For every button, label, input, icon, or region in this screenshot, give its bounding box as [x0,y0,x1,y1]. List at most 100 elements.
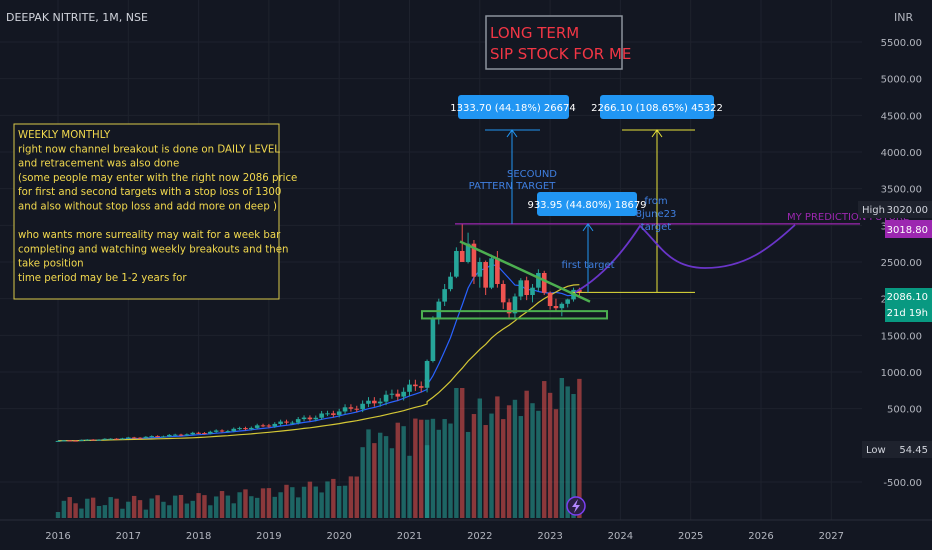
candle-body [301,417,307,420]
y-tick-label: 4500.00 [881,111,922,122]
target-2-arrowhead [506,129,518,138]
volume-bar [348,476,354,518]
candle-body [442,289,447,302]
x-tick-label: 2017 [116,531,141,542]
volume-bar [565,386,570,518]
candle-body [325,413,330,415]
candle-body [149,436,155,438]
volume-bar [372,443,377,518]
x-tick-label: 2025 [678,531,703,542]
volume-bar [383,436,389,518]
volume-bar [536,410,541,518]
candle-body [295,419,301,423]
volume-bar [378,432,383,518]
low-label-box [862,441,932,458]
volume-bar [512,399,518,518]
candle-body [161,436,166,438]
candle-body [213,430,219,432]
volume-bar [254,497,260,518]
note-line: (some people may enter with the right no… [18,173,297,184]
volume-bar [237,492,242,518]
drawings [421,129,860,320]
candle-body [383,394,389,402]
candle-body [143,436,149,438]
candle-body [407,384,412,392]
volume-bar [430,418,436,518]
candle-body [331,413,336,415]
candle-body [208,431,213,434]
volume-bar [325,481,330,518]
candle-body [266,425,272,427]
candle-body [137,437,143,439]
volume-bar [155,495,160,518]
candle-body [336,411,342,415]
volume-bar [366,429,371,518]
prediction-label: MY PREDICTION FUTURE [787,212,909,223]
volume-bar [331,478,336,518]
volume-bar [547,392,553,518]
candle-body [536,273,541,288]
note-text: WEEKLY MONTHLY right now channel breakout… [18,130,297,284]
note-line: who wants more surreality may wait for a… [18,230,281,241]
volume-bar [120,508,125,518]
measure-label-1-box [458,95,569,119]
volume-bar [530,403,535,518]
volume-bar [278,492,283,518]
volume-bar [114,498,119,518]
candle-body [55,440,61,442]
candle-body [290,422,295,424]
candle-body [237,428,242,430]
y-tick-label: 4000.00 [881,148,922,159]
level-value: 3018.80 [887,225,928,236]
level-label-box [885,220,932,238]
note-line: take position [18,259,84,270]
candle-body [553,306,559,309]
candle-body [430,319,436,361]
volume-bar [471,414,477,518]
volume-bar [266,488,272,518]
candle-body [196,432,201,434]
candle-body [559,303,565,309]
candle-body [524,280,529,295]
candle-body [272,423,278,427]
y-tick-label: 1500.00 [881,331,922,342]
volume-bar [167,505,172,518]
volume-bar [90,497,96,518]
lightning-icon[interactable] [566,496,586,516]
volume-bar [489,413,494,518]
volume-bar [202,495,207,518]
candle-body [79,439,84,441]
headline-line-1: LONG TERM [490,24,579,42]
candle-body [354,408,360,410]
volume-bar [67,497,72,518]
candle-body [120,438,125,440]
symbol-title: DEEPAK NITRITE, 1M, NSE [6,11,148,24]
time-axis[interactable]: 2016 2017 2018 2019 2020 2021 2022 2023 2024 2025… [0,519,932,542]
volume-bar [354,476,359,518]
candle-body [313,417,319,420]
currency-label: INR [894,11,913,24]
volume-bar [442,419,447,518]
from-text-3: target [641,222,671,233]
last-price-box [885,288,932,322]
candle-body [395,393,401,397]
candle-body [260,425,266,427]
candle-body [231,428,237,432]
volume-bar [553,409,559,518]
high-label: High [862,205,885,216]
candle-body [389,393,395,395]
volume-bar [272,496,277,518]
candle-body [506,302,512,314]
volume-bar [342,485,348,518]
volume-bar [213,496,219,518]
low-label: Low [866,445,886,456]
volume-bar [178,494,184,518]
volume-bar [454,388,459,518]
y-tick-label: 5000.00 [881,75,922,86]
volume-bar [131,495,137,518]
candle-body [577,289,582,293]
volume-bar [73,503,78,518]
volume-bar [96,505,102,518]
volume-bar [389,448,395,518]
